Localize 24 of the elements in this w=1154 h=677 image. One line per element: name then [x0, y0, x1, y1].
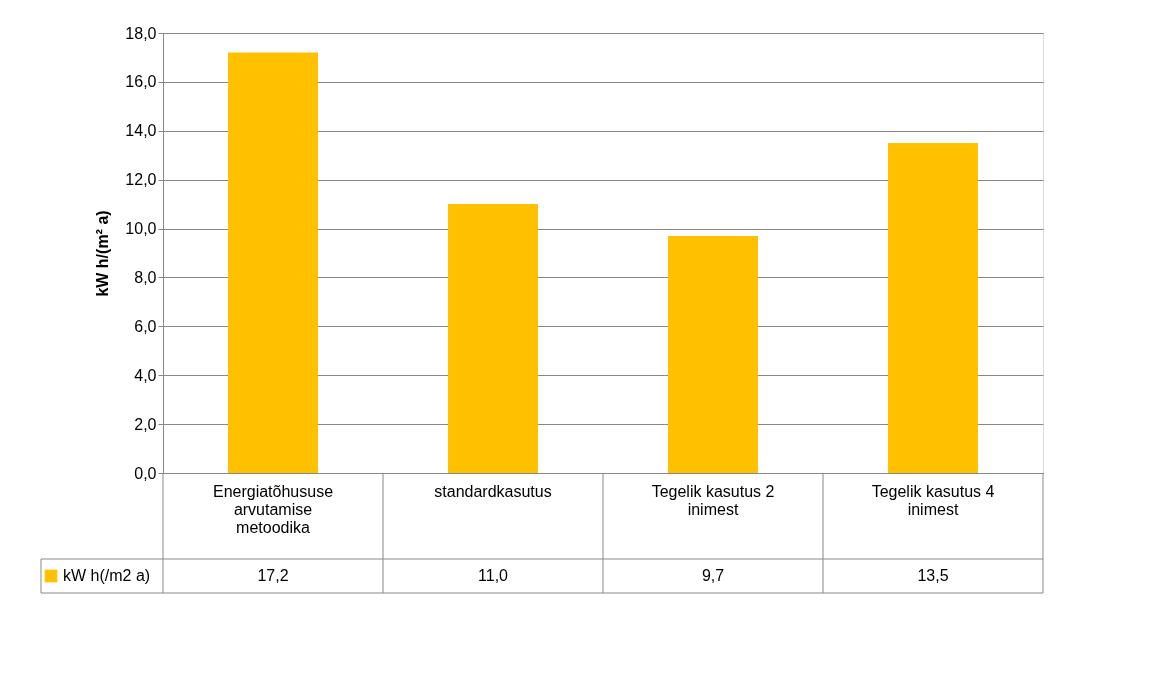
bar: [888, 143, 978, 473]
y-tick-label: 16,0: [125, 73, 157, 91]
data-label: 11,0: [478, 567, 509, 584]
x-tick-label: Energiatõhususe arvutamise metoodika: [212, 482, 334, 536]
data-label: 13,5: [917, 567, 949, 584]
x-tick-label: Tegelik kasutus 2 inimest: [651, 482, 775, 518]
bar: [668, 235, 758, 473]
y-tick-label: 0,0: [134, 464, 157, 482]
x-tick-label: Tegelik kasutus 4 inimest: [871, 482, 995, 518]
legend-label: kW h(/m2 a): [63, 567, 151, 584]
data-label: 9,7: [701, 567, 725, 584]
bar: [448, 204, 538, 473]
y-tick-label: 8,0: [134, 268, 157, 286]
y-tick-label: 4,0: [134, 366, 157, 384]
y-tick-label: 2,0: [134, 415, 157, 433]
y-tick-label: 18,0: [125, 24, 157, 42]
bar: [228, 52, 318, 473]
y-tick-label: 14,0: [125, 122, 157, 140]
y-axis-title: kW h/(m² a): [94, 210, 112, 297]
y-tick-label: 6,0: [134, 317, 157, 335]
data-label: 17,2: [257, 567, 289, 584]
y-tick-label: 12,0: [125, 171, 157, 189]
x-tick-label: standardkasutus: [434, 482, 552, 500]
y-tick-label: 10,0: [125, 220, 157, 238]
